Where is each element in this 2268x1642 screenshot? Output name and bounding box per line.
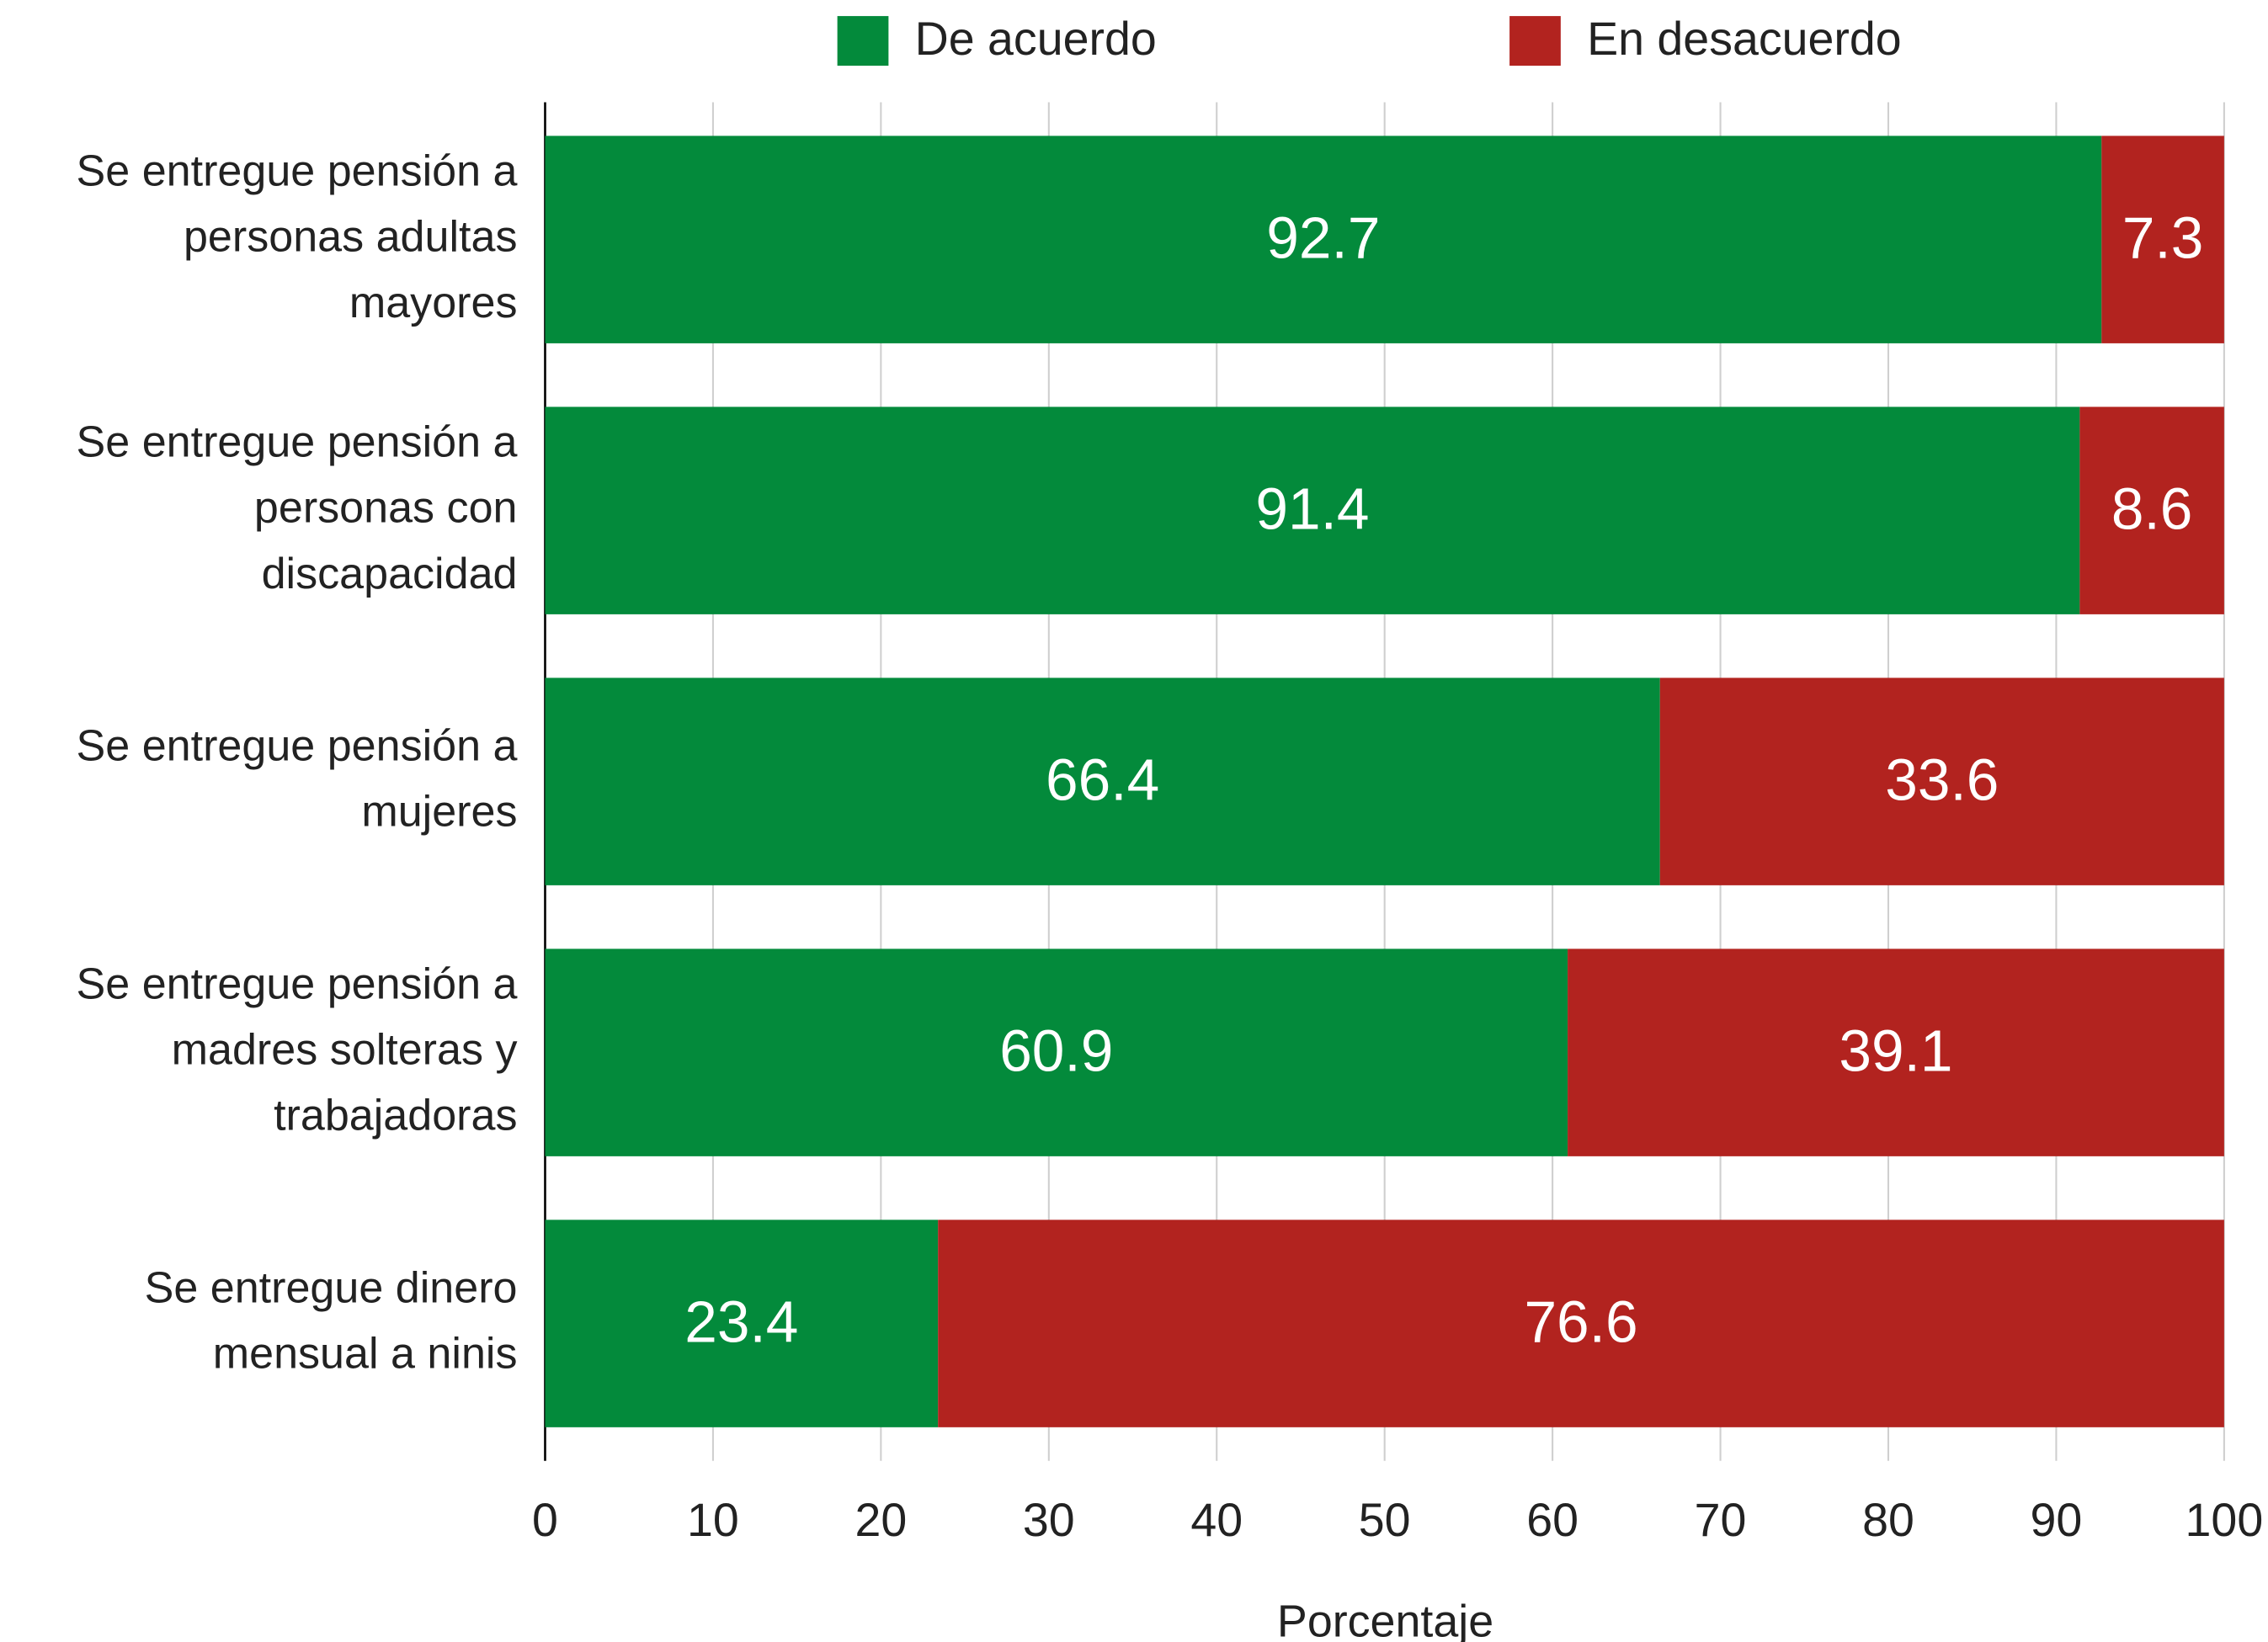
y-tick-label: Se entregue pensión a mujeres	[77, 721, 518, 836]
bar-segment	[1659, 678, 2224, 885]
data-label: 92.7	[1266, 205, 1380, 270]
data-label: 91.4	[1255, 476, 1369, 541]
data-label: 60.9	[999, 1018, 1113, 1083]
x-tick-label: 80	[1862, 1494, 1914, 1546]
legend-swatch	[1509, 16, 1561, 66]
legend-label: En desacuerdo	[1587, 13, 1902, 65]
bar-segment	[2101, 136, 2224, 343]
y-tick-label: Se entregue pensión a madres solteras y tr…	[77, 959, 518, 1140]
bar-segment	[545, 949, 1568, 1156]
data-label: 76.6	[1524, 1289, 1637, 1354]
x-tick-label: 10	[687, 1494, 739, 1546]
y-tick-label: Se entregue pensión a personas con discapa…	[77, 417, 518, 598]
data-label: 33.6	[1885, 747, 1999, 812]
legend-label: De acuerdo	[915, 13, 1157, 65]
bar-segment	[545, 136, 2102, 343]
data-label: 39.1	[1839, 1018, 1952, 1083]
x-tick-label: 50	[1359, 1494, 1411, 1546]
bar-segment	[545, 1220, 939, 1427]
y-tick-label: Se entregue dinero mensual a ninis	[145, 1263, 518, 1378]
bar-segment	[2079, 407, 2224, 614]
bar-segment	[938, 1220, 2224, 1427]
x-tick-label: 60	[1526, 1494, 1579, 1546]
x-tick-label: 30	[1023, 1494, 1075, 1546]
data-label: 66.4	[1046, 747, 1159, 812]
bar-segment	[545, 678, 1660, 885]
x-tick-label: 100	[2185, 1494, 2264, 1546]
legend-swatch	[837, 16, 889, 66]
bar-segment	[1568, 949, 2224, 1156]
x-tick-label: 0	[532, 1494, 558, 1546]
data-label: 7.3	[2122, 205, 2204, 270]
x-tick-label: 90	[2031, 1494, 2083, 1546]
x-tick-label: 20	[854, 1494, 907, 1546]
data-label: 8.6	[2111, 476, 2193, 541]
y-tick-label: Se entregue pensión a personas adultas may…	[77, 146, 518, 327]
data-label: 23.4	[684, 1289, 798, 1354]
x-axis-label: Porcentaje	[1277, 1596, 1493, 1642]
x-tick-label: 40	[1190, 1494, 1243, 1546]
x-tick-label: 70	[1695, 1494, 1747, 1546]
bar-segment	[545, 407, 2080, 614]
